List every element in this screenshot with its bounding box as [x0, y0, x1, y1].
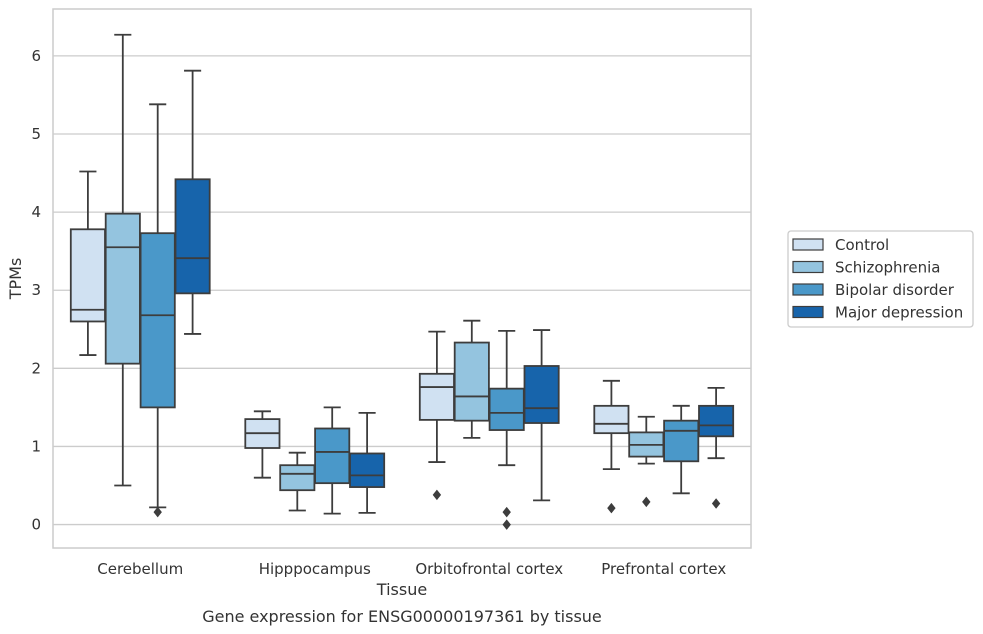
box-major-depression — [349, 411, 386, 514]
box-schizophrenia — [279, 451, 316, 512]
box-iqr — [174, 178, 211, 295]
y-tick-labels: 0 1 2 3 4 5 6 — [31, 47, 41, 534]
y-tick-label: 2 — [31, 359, 41, 377]
x-tick-label: Hipppocampus — [259, 560, 371, 578]
legend-swatch — [792, 305, 824, 319]
box-iqr — [523, 365, 560, 424]
outlier-point — [607, 502, 616, 514]
box-bipolar-disorder — [488, 329, 525, 530]
x-axis-label: Tissue — [376, 580, 427, 599]
legend-label: Schizophrenia — [835, 259, 940, 277]
legend-label: Bipolar disorder — [835, 281, 955, 299]
legend-swatch — [792, 283, 824, 296]
outlier-point — [153, 506, 162, 518]
legend-frame — [787, 230, 974, 328]
box-major-depression — [698, 386, 735, 509]
y-axis-label: TPMs — [6, 258, 25, 301]
chart-caption: Gene expression for ENSG00000197361 by t… — [202, 607, 602, 626]
outlier-point — [711, 498, 721, 509]
box-control — [418, 330, 455, 501]
y-tick-label: 1 — [31, 437, 41, 455]
box-iqr — [593, 404, 630, 435]
legend-swatch — [792, 238, 824, 251]
outlier-point — [502, 519, 511, 530]
box-iqr — [69, 228, 106, 323]
box-iqr — [488, 387, 525, 431]
x-tick-label: Prefrontal cortex — [601, 560, 726, 578]
box-iqr — [104, 212, 141, 365]
y-tick-label: 4 — [31, 203, 41, 221]
box-iqr — [139, 232, 176, 409]
box-iqr — [698, 404, 735, 438]
box-iqr — [418, 372, 455, 421]
legend: Control Schizophrenia Bipolar disorder Majo… — [787, 230, 974, 328]
y-tick-label: 0 — [31, 516, 41, 534]
box-iqr — [663, 419, 700, 463]
x-tick-labels: Cerebellum Hipppocampus Orbitofrontal cort… — [97, 560, 726, 578]
box-bipolar-disorder — [663, 404, 700, 495]
box-iqr — [453, 341, 490, 422]
y-tick-label: 5 — [31, 125, 41, 143]
box-iqr — [314, 427, 351, 485]
box-bipolar-disorder — [314, 406, 351, 515]
box-major-depression — [523, 329, 560, 502]
outlier-point — [642, 496, 651, 508]
box-schizophrenia — [104, 33, 141, 487]
box-control — [69, 170, 106, 356]
box-series — [69, 33, 735, 530]
outlier-point — [432, 489, 442, 501]
box-iqr — [349, 452, 386, 488]
legend-label: Major depression — [835, 304, 963, 322]
y-tick-label: 6 — [31, 47, 41, 65]
box-control — [244, 410, 281, 479]
plot-frame — [52, 8, 752, 549]
x-tick-label: Orbitofrontal cortex — [415, 560, 563, 578]
y-tick-label: 3 — [31, 281, 41, 299]
legend-label: Control — [835, 236, 889, 254]
box-iqr — [279, 464, 316, 492]
outlier-point — [502, 506, 511, 518]
x-tick-label: Cerebellum — [97, 560, 183, 578]
legend-swatch — [792, 260, 824, 274]
box-control — [593, 379, 630, 514]
box-major-depression — [174, 69, 211, 335]
box-schizophrenia — [453, 319, 490, 439]
box-bipolar-disorder — [139, 103, 176, 518]
box-schizophrenia — [628, 415, 665, 508]
